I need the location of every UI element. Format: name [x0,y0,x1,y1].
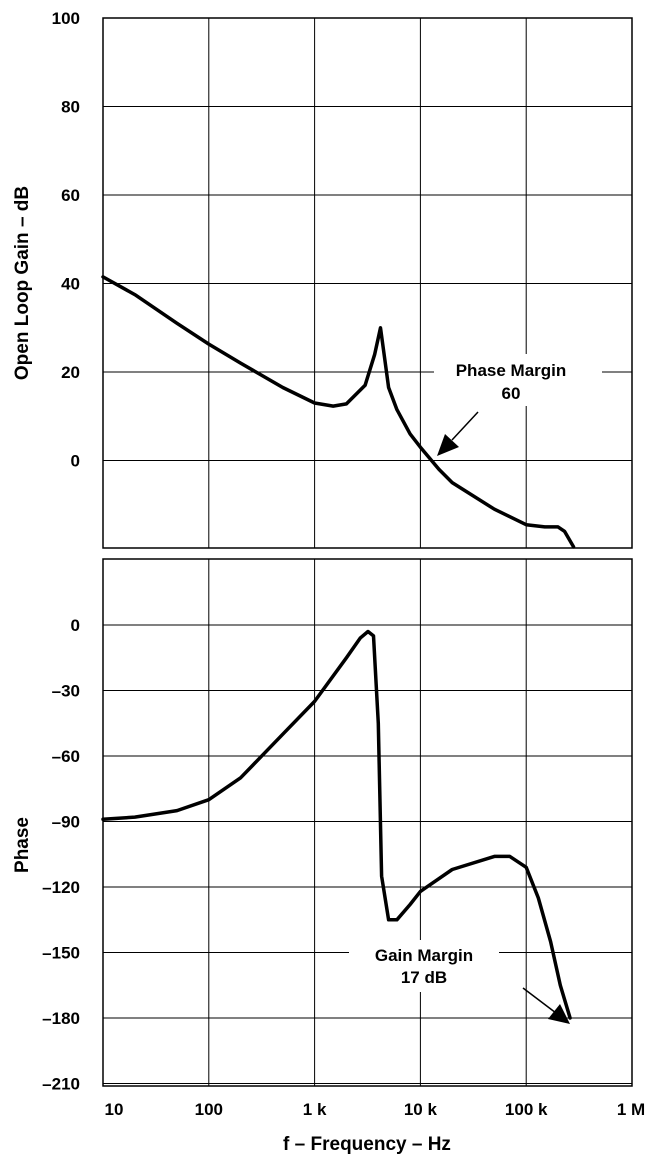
gain-series-line [101,275,576,549]
gain-margin-label-line1: Gain Margin [375,946,473,965]
x-tick-labels: 10 100 1 k 10 k 100 k 1 M [105,1100,646,1119]
gain-y-tick-labels: 0 20 40 60 80 100 [52,9,80,471]
gain-margin-label-box [349,940,499,992]
phase-y-tick-label: –90 [52,813,80,832]
x-axis-label: f – Frequency – Hz [283,1134,451,1155]
gain-y-tick-label: 40 [61,275,80,294]
gain-y-tick-label: 60 [61,186,80,205]
phase-y-tick-labels: –210 –180 –150 –120 –90 –60 –30 0 [42,616,80,1094]
phase-y-tick-label: –120 [42,878,80,897]
gain-margin-arrow [522,987,557,1014]
gain-y-tick-label: 100 [52,9,80,28]
phase-y-tick-label: –150 [42,944,80,963]
phase-y-tick-label: 0 [71,616,80,635]
gain-margin-label-line2: 17 dB [401,968,447,987]
gain-y-tick-label: 0 [71,452,80,471]
phase-y-axis-label: Phase [12,817,33,873]
x-tick-label: 10 k [404,1100,438,1119]
x-tick-label: 100 [195,1100,223,1119]
phase-gridlines [102,559,633,1086]
phase-series-line [101,629,572,1020]
phase-margin-arrowhead [437,434,459,456]
x-tick-label: 1 k [303,1100,327,1119]
gain-margin-arrowhead [548,1004,570,1024]
phase-y-tick-label: –210 [42,1075,80,1094]
phase-margin-arrow [451,411,479,441]
phase-margin-label-line2: 60 [502,384,521,403]
gain-plot-frame [102,17,633,549]
phase-margin-label-line1: Phase Margin [456,361,567,380]
gain-y-tick-label: 20 [61,363,80,382]
x-tick-label: 100 k [505,1100,548,1119]
phase-plot-frame [102,558,633,1087]
x-tick-label: 10 [105,1100,124,1119]
gain-y-tick-label: 80 [61,98,80,117]
phase-y-tick-label: –60 [52,747,80,766]
phase-margin-label-box [434,354,602,406]
phase-y-tick-label: –180 [42,1009,80,1028]
gain-y-axis-label: Open Loop Gain – dB [12,186,33,380]
x-tick-label: 1 M [617,1100,645,1119]
gain-plot-background [0,0,649,560]
gain-plot-panel: 0 20 40 60 80 100 Phase Margin 60 Open Loop G… [0,0,649,560]
phase-y-tick-label: –30 [52,682,80,701]
